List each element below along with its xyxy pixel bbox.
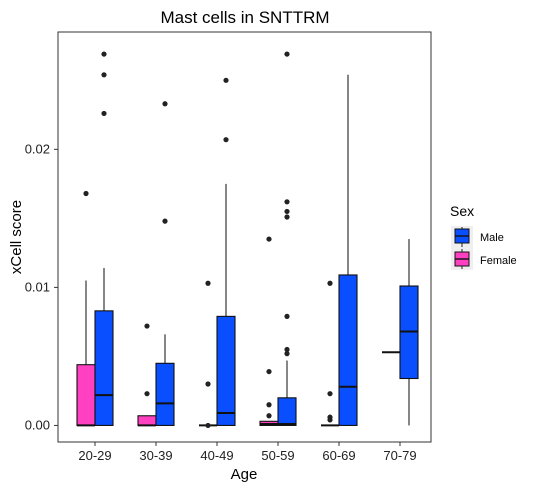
x-tick-label-70-79: 70-79 <box>383 448 416 463</box>
outlier-female-50-59-1 <box>266 236 272 242</box>
outlier-male-40-49-1 <box>223 77 229 83</box>
outlier-male-50-59-4 <box>284 214 290 220</box>
outlier-female-40-49-1 <box>205 280 211 286</box>
legend-label-male: Male <box>480 232 504 244</box>
x-tick-label-20-29: 20-29 <box>78 448 111 463</box>
x-tick-label-60-69: 60-69 <box>322 448 355 463</box>
plot-panel <box>57 31 432 443</box>
box-male-20-29 <box>94 310 114 426</box>
outlier-female-60-69-4 <box>327 417 333 423</box>
outlier-male-50-59-5 <box>284 313 290 319</box>
y-tick-label-3: 0.02 <box>25 141 50 156</box>
legend: Sex Male Female <box>450 203 517 270</box>
box-female-30-39 <box>137 415 157 426</box>
outlier-female-50-59-3 <box>266 402 272 408</box>
legend-title: Sex <box>450 203 474 219</box>
x-tick-label-50-59: 50-59 <box>261 448 294 463</box>
box-male-40-49 <box>216 315 236 426</box>
outlier-male-50-59-6 <box>284 346 290 353</box>
outlier-male-20-29-3 <box>101 110 107 117</box>
outlier-male-50-59-3 <box>284 208 290 215</box>
outlier-female-20-29-1 <box>83 190 89 197</box>
plot-marks <box>76 51 419 429</box>
outlier-female-60-69-1 <box>327 280 333 286</box>
outlier-male-50-59-2 <box>284 199 290 205</box>
outlier-female-50-59-4 <box>266 413 272 419</box>
outlier-female-60-69-2 <box>327 391 333 397</box>
axes: 0.00 0.01 0.02 20-29 30-39 40-49 50-59 60-69 70-… <box>25 141 417 463</box>
box-male-30-39 <box>155 362 175 426</box>
outlier-male-30-39-1 <box>162 101 168 107</box>
box-female-20-29 <box>76 364 96 426</box>
outlier-male-20-29-2 <box>101 72 107 78</box>
outlier-female-50-59-2 <box>266 368 272 375</box>
outlier-female-30-39-1 <box>144 323 150 329</box>
box-male-50-59 <box>277 397 297 426</box>
box-male-60-69 <box>338 274 358 426</box>
outlier-male-50-59-7 <box>284 351 290 357</box>
outlier-male-20-29-1 <box>101 51 107 57</box>
outlier-female-30-39-2 <box>144 391 150 397</box>
outlier-female-40-49-3 <box>205 422 211 429</box>
outlier-male-30-39-2 <box>162 218 168 224</box>
x-tick-label-30-39: 30-39 <box>139 448 172 463</box>
x-tick-label-40-49: 40-49 <box>200 448 233 463</box>
legend-item-male: Male <box>451 226 504 248</box>
outlier-male-40-49-2 <box>223 137 229 143</box>
y-tick-label-1: 0.00 <box>25 417 50 432</box>
y-tick-label-2: 0.01 <box>25 279 50 294</box>
legend-item-female: Female <box>451 248 517 270</box>
legend-label-female: Female <box>480 255 517 267</box>
outlier-female-40-49-2 <box>205 381 211 387</box>
outlier-male-50-59-1 <box>284 51 290 57</box>
y-axis-title: xCell score <box>8 200 25 274</box>
chart-title: Mast cells in SNTTRM <box>160 8 329 27</box>
x-axis-title: Age <box>231 466 258 483</box>
